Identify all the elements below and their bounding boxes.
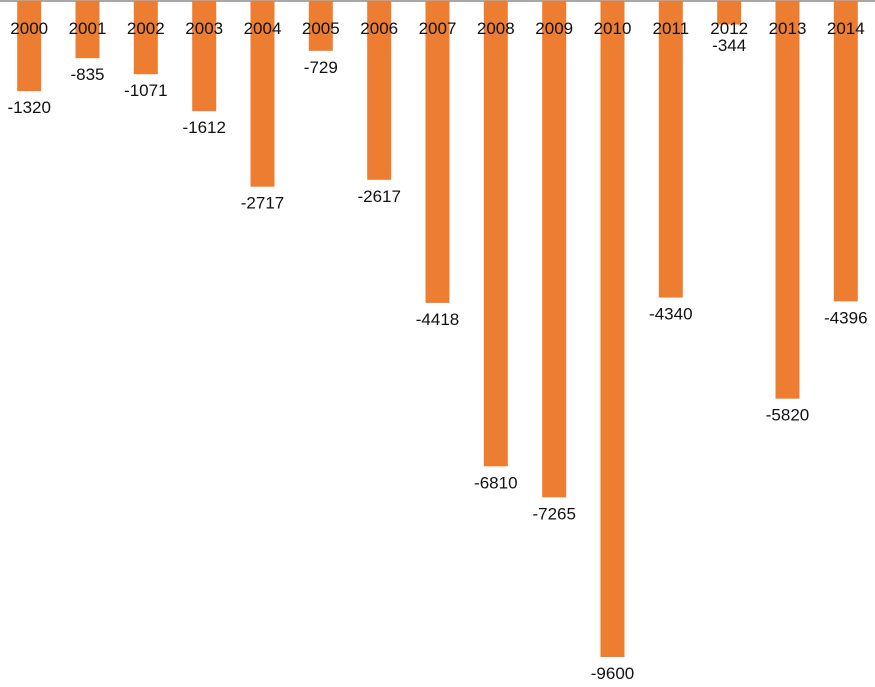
bar-2007 — [425, 1, 450, 303]
value-label-2014: -4396 — [824, 308, 867, 327]
category-label-2003: 2003 — [185, 19, 223, 38]
bar-2001 — [75, 1, 100, 59]
bar-2013 — [775, 1, 800, 399]
value-label-2010: -9600 — [591, 664, 634, 683]
value-label-2011: -4340 — [649, 305, 692, 324]
bar-2014 — [833, 1, 858, 302]
category-label-2012: 2012 — [710, 19, 748, 38]
bar-2011 — [658, 1, 683, 298]
value-label-2002: -1071 — [124, 81, 167, 100]
category-labels-group: 2000 2001 2002 2003 2004 2005 2006 2007 2008 2009… — [10, 19, 864, 38]
value-label-2004: -2717 — [241, 194, 284, 213]
value-label-2008: -6810 — [474, 473, 517, 492]
category-label-2011: 2011 — [653, 19, 690, 38]
category-label-2007: 2007 — [419, 19, 457, 38]
bar-2009 — [542, 1, 567, 498]
category-label-2006: 2006 — [360, 19, 398, 38]
bar-2012 — [717, 1, 742, 25]
bar-2000 — [17, 1, 42, 92]
category-label-2013: 2013 — [769, 19, 807, 38]
category-label-2001: 2001 — [69, 19, 107, 38]
bar-2003 — [192, 1, 217, 112]
bars-group — [17, 1, 858, 657]
value-label-2003: -1612 — [182, 118, 225, 137]
value-label-2013: -5820 — [766, 406, 809, 425]
category-label-2014: 2014 — [827, 19, 865, 38]
value-label-2012: -344 — [712, 36, 746, 55]
category-label-2009: 2009 — [535, 19, 573, 38]
bar-2010 — [600, 1, 625, 657]
category-label-2004: 2004 — [244, 19, 282, 38]
value-labels-group: -1320 -835 -1071 -1612 -2717 -729 -2617 -4418 -6… — [7, 36, 867, 683]
category-label-2008: 2008 — [477, 19, 515, 38]
bar-2004 — [250, 1, 275, 187]
value-label-2009: -7265 — [532, 504, 575, 523]
bar-2008 — [483, 1, 508, 467]
bar-2002 — [133, 1, 158, 75]
value-label-2007: -4418 — [416, 310, 459, 329]
category-label-2000: 2000 — [10, 19, 48, 38]
value-label-2005: -729 — [304, 58, 338, 77]
value-label-2000: -1320 — [7, 98, 50, 117]
value-label-2001: -835 — [70, 65, 104, 84]
category-label-2010: 2010 — [594, 19, 632, 38]
category-label-2002: 2002 — [127, 19, 165, 38]
bar-2006 — [367, 1, 392, 180]
category-label-2005: 2005 — [302, 19, 340, 38]
value-label-2006: -2617 — [357, 187, 400, 206]
bar-2005 — [308, 1, 333, 51]
